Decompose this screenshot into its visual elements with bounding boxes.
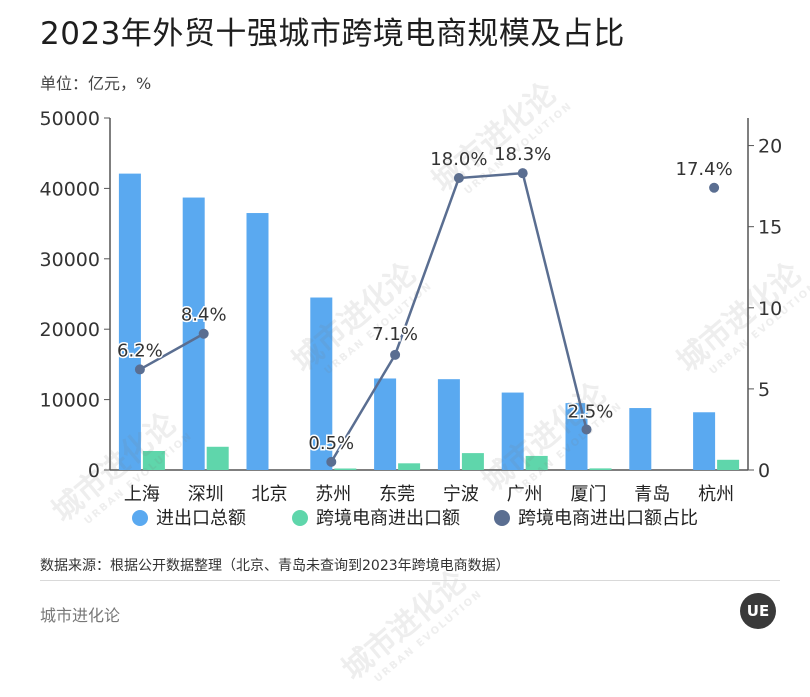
- bar-crossborder: [334, 468, 357, 470]
- ratio-data-label: 8.4%: [181, 305, 227, 326]
- bar-total: [118, 173, 141, 470]
- right-tick-label: 15: [758, 217, 782, 239]
- ratio-data-label: 18.3%: [494, 144, 551, 165]
- right-tick-label: 0: [758, 460, 770, 482]
- left-tick-label: 0: [88, 460, 100, 482]
- legend-label: 跨境电商进出口额: [316, 508, 460, 529]
- bar-crossborder: [142, 450, 165, 470]
- bar-total: [374, 378, 397, 470]
- bar-crossborder: [589, 468, 612, 470]
- legend-marker: [494, 510, 510, 526]
- ratio-data-label: 17.4%: [676, 159, 733, 180]
- bar-crossborder: [525, 455, 548, 470]
- divider: [40, 580, 780, 581]
- right-tick-label: 20: [758, 136, 782, 158]
- watermark: 城市进化论 URBAN EVOLUTION: [335, 564, 485, 688]
- category-label: 厦门: [571, 484, 607, 505]
- bar-total: [310, 297, 333, 470]
- legend-label: 进出口总额: [156, 508, 246, 529]
- right-tick-label: 5: [758, 379, 770, 401]
- bar-total: [182, 197, 205, 470]
- category-label: 杭州: [698, 484, 734, 505]
- bar-crossborder: [717, 459, 740, 470]
- category-label: 广州: [507, 484, 543, 505]
- category-label: 上海: [124, 484, 160, 505]
- ratio-point: [198, 328, 209, 339]
- chart-title: 2023年外贸十强城市跨境电商规模及占比: [40, 16, 625, 52]
- bar-total: [246, 213, 269, 471]
- bar-total: [629, 408, 652, 470]
- bar-total: [565, 403, 588, 470]
- brand-name: 城市进化论: [40, 606, 121, 625]
- brand-logo: UE: [740, 593, 776, 629]
- ratio-data-label: 6.2%: [117, 340, 163, 361]
- bar-total: [437, 379, 460, 470]
- legend-marker: [292, 510, 308, 526]
- ratio-data-label: 0.5%: [308, 433, 354, 454]
- category-label: 青岛: [634, 484, 670, 505]
- chart: 0 10000 20000 30000 40000 50000 0 5 10 15 20 上海 深圳 北京…: [40, 108, 783, 529]
- ratio-point: [581, 424, 592, 435]
- bar-crossborder: [398, 463, 421, 470]
- left-tick-label: 20000: [40, 319, 100, 341]
- category-label: 宁波: [443, 484, 479, 505]
- legend-marker: [132, 510, 148, 526]
- bar-crossborder: [461, 453, 484, 470]
- ratio-point: [390, 349, 401, 360]
- category-label: 苏州: [315, 484, 351, 505]
- ratio-point: [134, 364, 145, 375]
- ratio-line: [139, 332, 205, 371]
- bar-total: [501, 392, 524, 470]
- ratio-point: [517, 168, 528, 179]
- ratio-point: [326, 456, 337, 467]
- category-label: 北京: [252, 484, 288, 505]
- left-tick-label: 40000: [40, 178, 100, 200]
- bar-crossborder: [206, 446, 229, 470]
- left-tick-label: 10000: [40, 390, 100, 412]
- ratio-point: [453, 173, 464, 184]
- legend-label: 跨境电商进出口额占比: [518, 508, 698, 529]
- ratio-point: [709, 182, 720, 193]
- left-tick-label: 30000: [40, 249, 100, 271]
- ratio-data-label: 7.1%: [372, 324, 418, 345]
- unit-label: 单位：亿元，%: [40, 74, 152, 93]
- data-source: 数据来源：根据公开数据整理（北京、青岛未查询到2023年跨境电商数据）: [40, 558, 510, 574]
- bar-total: [693, 412, 716, 470]
- category-label: 东莞: [379, 484, 415, 505]
- ratio-data-label: 18.0%: [430, 149, 487, 170]
- ratio-data-label: 2.5%: [568, 401, 614, 422]
- left-tick-label: 50000: [40, 108, 100, 130]
- category-label: 深圳: [188, 484, 224, 505]
- right-tick-label: 10: [758, 298, 782, 320]
